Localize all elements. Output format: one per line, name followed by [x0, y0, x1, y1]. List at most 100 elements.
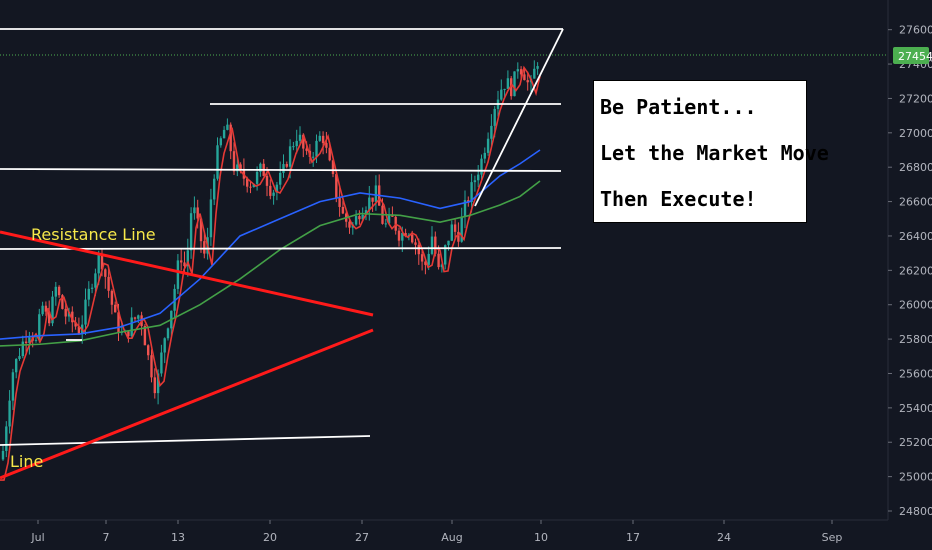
- candle-body: [477, 174, 480, 181]
- candle-body: [18, 356, 21, 360]
- candle-body: [166, 328, 170, 339]
- candle-body: [127, 331, 130, 337]
- candles: [1, 60, 539, 461]
- ema-fast-line: [0, 65, 541, 481]
- candle-body: [420, 254, 424, 262]
- candle-body: [500, 89, 503, 100]
- price-axis[interactable]: 24800 25000 25200 25400 25600 25800 26000 26200…: [887, 0, 932, 520]
- candle-body: [216, 145, 219, 179]
- candle-body: [364, 210, 368, 215]
- candle-body: [292, 146, 295, 148]
- resistance-line-label: Resistance Line: [31, 225, 156, 244]
- candle-body: [374, 185, 378, 202]
- time-tick-label: 7: [103, 531, 110, 544]
- candle-body: [288, 146, 292, 167]
- candle-body: [318, 135, 321, 141]
- time-tick-label: Jul: [30, 531, 44, 544]
- candle-body: [54, 286, 57, 297]
- candle-body: [156, 373, 160, 394]
- candle-body: [34, 339, 38, 341]
- candle-body: [249, 186, 252, 188]
- candle-body: [232, 151, 236, 172]
- price-tick-label: 24800: [899, 505, 932, 518]
- candle-body: [519, 69, 523, 75]
- candle-body: [226, 124, 229, 130]
- candle-body: [64, 308, 67, 317]
- candle-body: [325, 143, 328, 148]
- note-box: Be Patient... Let the Market Move Then E…: [593, 80, 829, 223]
- candle-body: [74, 322, 77, 327]
- candle-body: [213, 178, 216, 200]
- candle-body: [470, 182, 473, 203]
- price-tick-label: 27600: [899, 24, 932, 37]
- price-tick-label: 27200: [899, 92, 932, 105]
- candle-body: [275, 184, 279, 193]
- price-tick-label: 25600: [899, 367, 932, 380]
- time-tick-label: 27: [355, 531, 369, 544]
- candle-body: [255, 171, 259, 184]
- candle-body: [87, 288, 90, 300]
- candle-body: [453, 224, 457, 232]
- candle-body: [28, 337, 31, 344]
- time-tick-label: 24: [717, 531, 731, 544]
- support-level-25200: [0, 435, 371, 446]
- ema-mid-line: [0, 149, 541, 340]
- candle-body: [358, 216, 361, 220]
- candle-body: [417, 244, 420, 255]
- candle-body: [533, 68, 536, 79]
- candle-body: [536, 66, 539, 69]
- candle-body: [493, 108, 496, 126]
- candle-body: [15, 359, 18, 373]
- candle-body: [150, 355, 153, 378]
- candle-body: [239, 164, 242, 170]
- candle-body: [51, 296, 54, 324]
- candle-body: [147, 345, 150, 356]
- last-price-tag: 27454: [893, 47, 932, 64]
- candle-body: [44, 305, 48, 312]
- candle-body: [97, 253, 100, 274]
- price-tick-label: 25000: [899, 471, 932, 484]
- candle-body: [77, 326, 81, 334]
- trend-up-line: [474, 28, 564, 207]
- candle-body: [160, 352, 163, 374]
- candle-body: [328, 147, 331, 161]
- ema-slow-line: [0, 180, 541, 347]
- candle-body: [348, 221, 351, 228]
- time-axis[interactable]: Jul 7 13 20 27 Aug 10 17 24 Sep: [0, 519, 888, 544]
- candle-body: [269, 185, 272, 196]
- price-tick-label: 26200: [899, 264, 932, 277]
- candle-body: [117, 312, 120, 333]
- candle-body: [38, 314, 41, 340]
- candle-body: [24, 341, 28, 344]
- candle-body: [414, 242, 417, 245]
- support-line-label: Line: [10, 452, 43, 471]
- candle-body: [236, 164, 239, 172]
- price-tick-label: 27000: [899, 127, 932, 140]
- time-tick-label: 13: [171, 531, 185, 544]
- candle-body: [252, 183, 255, 187]
- candle-body: [41, 305, 44, 315]
- candle-body: [341, 206, 345, 214]
- candle-body: [272, 192, 275, 196]
- time-tick-label: 17: [626, 531, 640, 544]
- candle-body: [361, 214, 364, 220]
- candle-body: [315, 140, 318, 157]
- candle-body: [434, 236, 437, 254]
- candle-body: [437, 253, 440, 268]
- candle-body: [397, 230, 401, 241]
- candle-body: [503, 88, 506, 90]
- candle-body: [279, 172, 282, 185]
- candle-body: [265, 175, 269, 186]
- candle-body: [506, 78, 510, 89]
- candle-body: [411, 234, 414, 243]
- candle-body: [523, 74, 526, 81]
- candle-body: [8, 400, 11, 427]
- candle-body: [110, 290, 114, 305]
- candle-body: [444, 245, 447, 265]
- time-tick-label: 10: [534, 531, 548, 544]
- candle-body: [401, 232, 404, 241]
- candle-body: [246, 178, 249, 187]
- candle-body: [384, 223, 387, 225]
